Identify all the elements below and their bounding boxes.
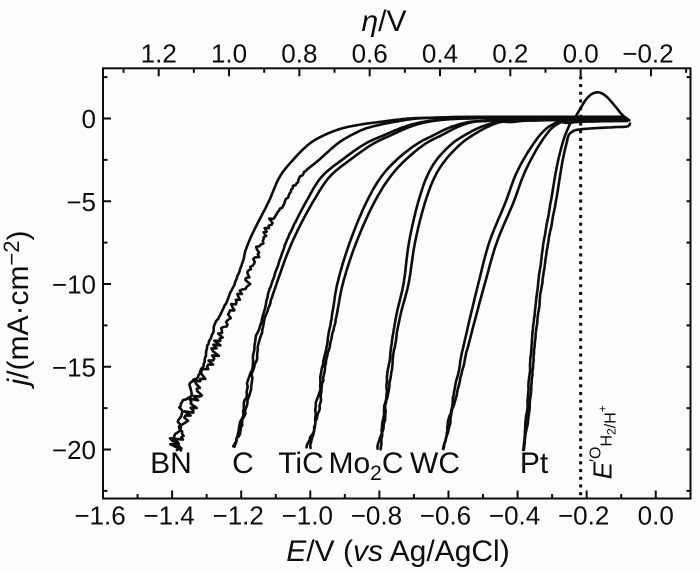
left-tick-label: −15	[52, 352, 96, 382]
curve-label-Pt: Pt	[520, 447, 549, 480]
bottom-tick-label: −0.6	[420, 501, 471, 531]
bottom-axis-title: E/V (vs Ag/AgCl)	[286, 535, 509, 568]
top-tick-label: 0.2	[492, 39, 528, 69]
left-tick-label: 0	[82, 104, 96, 134]
curves-group	[168, 91, 632, 452]
bottom-tick-label: −0.4	[489, 501, 540, 531]
curve-label-TiC: TiC	[278, 447, 324, 480]
curve-Pt-sweep1	[522, 122, 632, 452]
bottom-tick-label: −1.4	[143, 501, 194, 531]
left-tick-label: −20	[52, 435, 96, 465]
left-axis-title: j/(mA·cm−2)	[0, 230, 35, 389]
equilibrium-potential-annotation: E′OH2/H+	[587, 405, 619, 479]
top-tick-label: 1.0	[211, 39, 247, 69]
top-tick-label: 0.8	[281, 39, 317, 69]
top-axis-title: η/V	[361, 5, 406, 38]
top-tick-label: −0.2	[622, 39, 673, 69]
curve-label-BN: BN	[150, 447, 192, 480]
ticks-group	[102, 68, 691, 499]
top-tick-label: 1.2	[141, 39, 177, 69]
bottom-tick-label: 0.0	[638, 501, 674, 531]
curve-label-WC: WC	[410, 447, 460, 480]
bottom-tick-label: −1.0	[282, 501, 333, 531]
left-tick-label: −10	[52, 270, 96, 300]
left-tick-label: −5	[66, 187, 96, 217]
curve-Mo2C-sweep2	[376, 118, 628, 451]
top-tick-label: 0.0	[563, 39, 599, 69]
curve-WC-sweep2	[441, 119, 629, 451]
bottom-tick-label: −0.2	[558, 501, 609, 531]
tick-labels-group: −1.6 −1.4 −1.2 −1.0 −0.8 −0.6 −0.4 −0.2 0.0 1.2 1.…	[52, 39, 674, 531]
curve-WC-sweep1	[442, 119, 629, 451]
bottom-tick-label: −1.6	[74, 501, 125, 531]
top-tick-label: 0.4	[422, 39, 458, 69]
bottom-tick-label: −0.8	[351, 501, 402, 531]
bottom-tick-label: −1.2	[213, 501, 264, 531]
curve-label-C: C	[232, 447, 254, 480]
curve-Pt-sweep2	[521, 91, 631, 452]
curve-label-Mo2C: Mo2C	[328, 447, 403, 485]
top-tick-label: 0.6	[352, 39, 388, 69]
